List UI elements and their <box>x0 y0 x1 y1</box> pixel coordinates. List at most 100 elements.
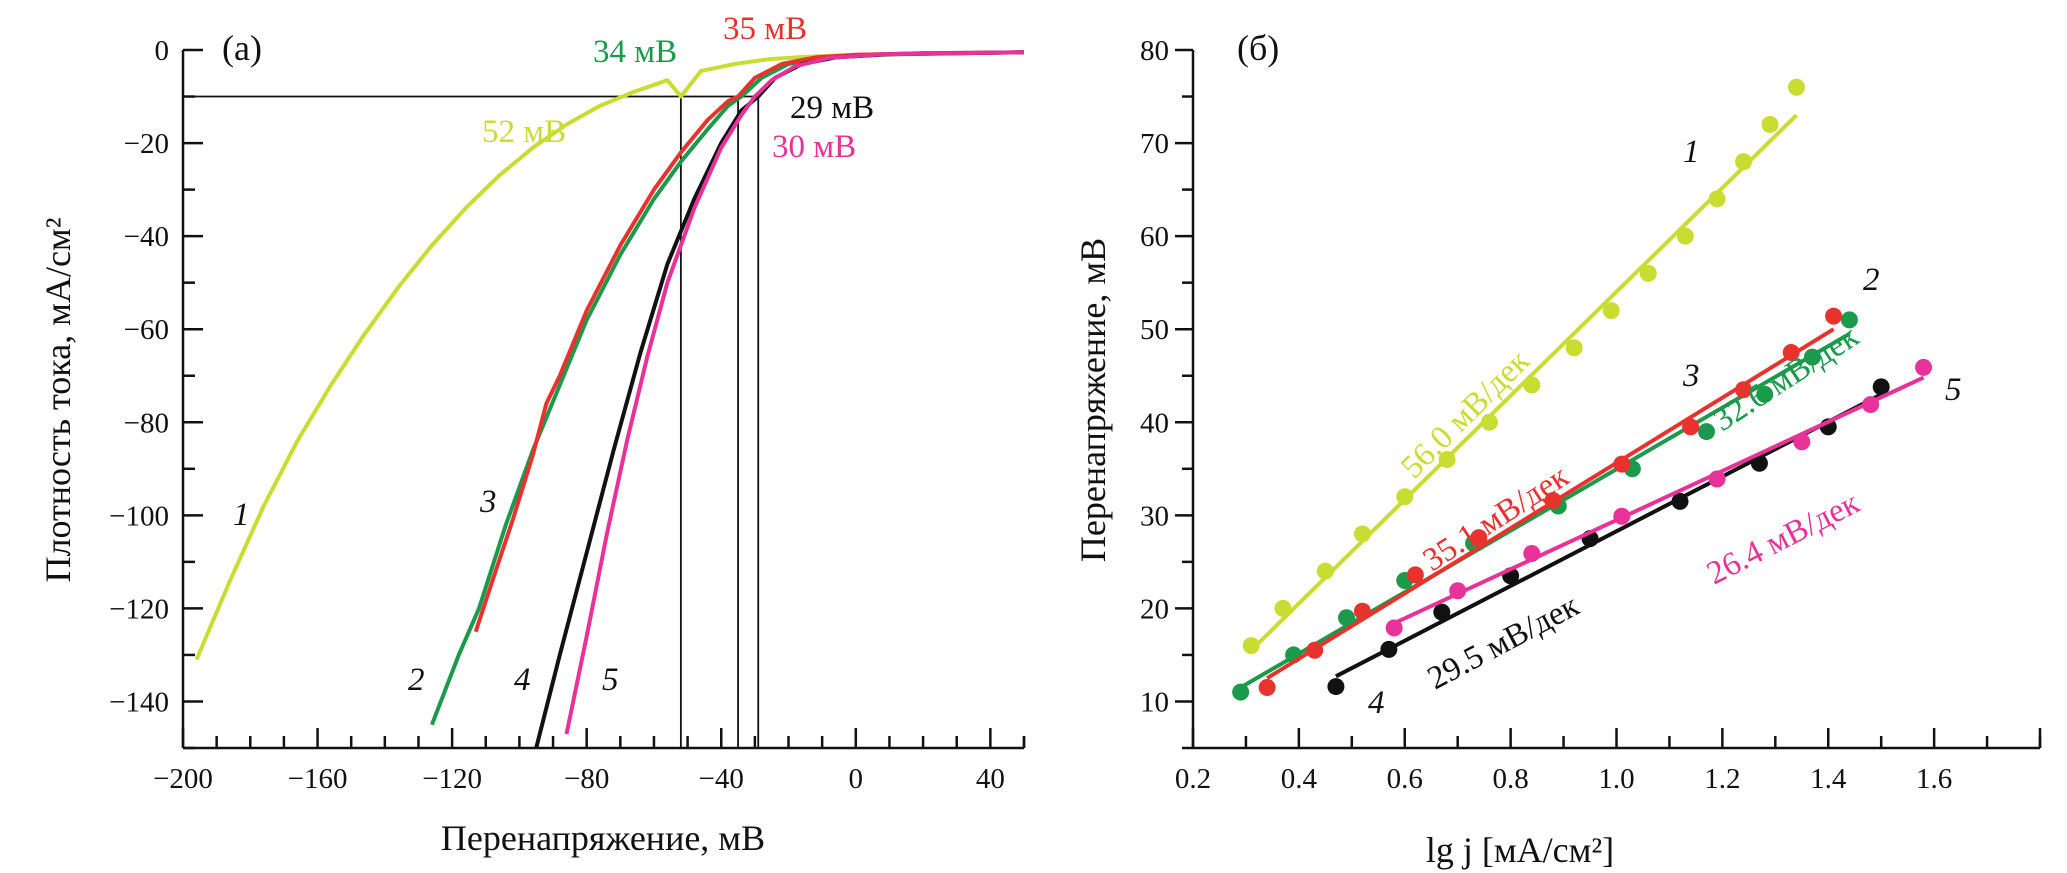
data-point-3-5 <box>1544 491 1562 509</box>
data-point-4-2 <box>1433 603 1451 621</box>
panel-b-x-tick-label: 1.0 <box>1598 763 1634 795</box>
data-point-1-15 <box>1787 78 1805 96</box>
panel-a-x-tick-label: −80 <box>564 763 609 795</box>
data-point-3-4 <box>1470 529 1488 547</box>
panel-b-y-tick-label: 40 <box>1140 407 1169 439</box>
panel-b-tafel-plot: 0.2 0.4 0.6 0.8 1.0 1.2 1.4 1.6 10 20 30 40 50 60 70 80… <box>1073 28 2042 870</box>
curve-label-2: 2 <box>408 662 425 698</box>
data-point-3-0 <box>1258 679 1276 697</box>
data-point-1-14 <box>1761 115 1779 133</box>
panel-b-y-tick-label: 50 <box>1140 314 1169 346</box>
data-point-1-6 <box>1480 413 1498 431</box>
curve-label-5: 5 <box>602 662 619 698</box>
panel-a-y-tick-label: −80 <box>124 407 169 439</box>
data-point-1-7 <box>1523 376 1541 394</box>
panel-b-y-tick-label: 70 <box>1140 128 1169 160</box>
panel-a-y-axis-title: Плотность тока, мА/см² <box>38 217 78 582</box>
panel-b-y-tick-label: 20 <box>1140 593 1169 625</box>
data-point-3-2 <box>1353 602 1371 620</box>
panel-a-x-tick-label: −40 <box>699 763 744 795</box>
data-point-4-0 <box>1327 678 1345 696</box>
data-point-5-3 <box>1613 507 1631 525</box>
tafel-curve-label-2: 2 <box>1863 262 1880 298</box>
data-point-2-7 <box>1697 423 1715 441</box>
data-point-4-8 <box>1872 378 1890 396</box>
panel-b-y-tick-label: 60 <box>1140 221 1169 253</box>
panel-b-x-axis-title-text: lg j [мА/см²] <box>1426 830 1614 870</box>
data-point-1-3 <box>1353 525 1371 543</box>
data-point-5-6 <box>1862 396 1880 414</box>
tafel-series-3 <box>1258 307 1843 697</box>
panel-b-x-tick-label: 0.6 <box>1387 763 1423 795</box>
annotation-30mV: 30 мВ <box>772 129 856 165</box>
panel-b-label: (б) <box>1237 28 1279 68</box>
panel-a-y-tick-label: −120 <box>109 593 169 625</box>
slope-label-5: 26.4 мВ/дек <box>1701 484 1866 592</box>
data-point-1-0 <box>1242 637 1260 655</box>
curve-5 <box>564 50 1025 735</box>
data-point-5-5 <box>1793 433 1811 451</box>
data-point-4-5 <box>1671 492 1689 510</box>
panel-a-y-tick-label: −100 <box>109 500 169 532</box>
panel-b-x-tick-label: 0.2 <box>1175 763 1211 795</box>
tafel-curve-label-4: 4 <box>1368 685 1385 721</box>
data-point-4-1 <box>1380 640 1398 658</box>
data-point-1-9 <box>1602 302 1620 320</box>
panel-a-x-tick-label: 40 <box>976 763 1005 795</box>
panel-b-y-tick-label: 10 <box>1140 686 1169 718</box>
data-point-1-8 <box>1565 339 1583 357</box>
data-point-5-0 <box>1385 619 1403 637</box>
data-point-1-11 <box>1676 227 1694 245</box>
data-point-5-2 <box>1523 544 1541 562</box>
curve-label-4: 4 <box>514 662 531 698</box>
data-point-5-1 <box>1449 582 1467 600</box>
annotation-52mV: 52 мВ <box>482 114 566 150</box>
data-point-5-7 <box>1915 358 1933 376</box>
tafel-series-1 <box>1242 78 1805 655</box>
tafel-curve-label-3: 3 <box>1682 358 1700 394</box>
panel-b-x-tick-label: 0.8 <box>1493 763 1529 795</box>
curve-2 <box>430 50 1025 726</box>
panel-a-x-tick-label: −200 <box>153 763 213 795</box>
panel-b-x-tick-label: 1.4 <box>1810 763 1847 795</box>
panel-b-y-tick-label: 80 <box>1140 35 1169 67</box>
annotation-34mV: 34 мВ <box>593 34 677 70</box>
data-point-3-7 <box>1682 418 1700 436</box>
curve-3 <box>473 50 1025 633</box>
tafel-curve-label-1: 1 <box>1683 134 1700 170</box>
panel-b-x-tick-label: 1.6 <box>1916 763 1952 795</box>
annotation-35mV: 35 мВ <box>723 11 807 47</box>
tafel-series-5 <box>1385 358 1933 637</box>
panel-a-x-tick-label: −160 <box>288 763 348 795</box>
data-point-5-4 <box>1708 470 1726 488</box>
data-point-2-8 <box>1756 385 1774 403</box>
panel-a-label: (a) <box>222 28 262 68</box>
data-point-3-6 <box>1613 455 1631 473</box>
panel-b-y-axis-title: Перенапряжение, мВ <box>1073 238 1113 562</box>
panel-a-axes: −200 −160 −120 −80 −40 0 40 0 −20 −40 −60 −80 −100 −1… <box>109 35 1026 795</box>
fit-line-5 <box>1393 375 1925 626</box>
data-point-1-5 <box>1438 450 1456 468</box>
slope-label-1: 56.0 мВ/дек <box>1394 342 1537 485</box>
panel-a-current-density-plot: −200 −160 −120 −80 −40 0 40 0 −20 −40 −60 −80 −100 −1… <box>38 11 1026 858</box>
data-point-3-8 <box>1735 381 1753 399</box>
panel-a-y-tick-label: −40 <box>124 221 169 253</box>
panel-b-series <box>1232 78 1933 701</box>
panel-b-y-tick-label: 30 <box>1140 500 1169 532</box>
slope-label-3: 35.1 мВ/дек <box>1417 458 1576 579</box>
panel-a-y-tick-label: −20 <box>124 128 169 160</box>
data-point-3-10 <box>1825 307 1843 325</box>
curve-label-1: 1 <box>233 497 250 533</box>
data-point-1-13 <box>1735 153 1753 171</box>
panel-a-y-tick-label: −60 <box>124 314 169 346</box>
panel-b-x-tick-label: 1.2 <box>1704 763 1740 795</box>
annotation-29mV: 29 мВ <box>790 90 874 126</box>
data-point-1-12 <box>1708 190 1726 208</box>
panel-a-y-tick-label: 0 <box>155 35 170 67</box>
panel-a-reference-lines <box>183 95 760 748</box>
data-point-2-9 <box>1803 348 1821 366</box>
data-point-2-10 <box>1840 311 1858 329</box>
panel-b-x-tick-label: 0.4 <box>1281 763 1318 795</box>
data-point-2-0 <box>1232 683 1250 701</box>
